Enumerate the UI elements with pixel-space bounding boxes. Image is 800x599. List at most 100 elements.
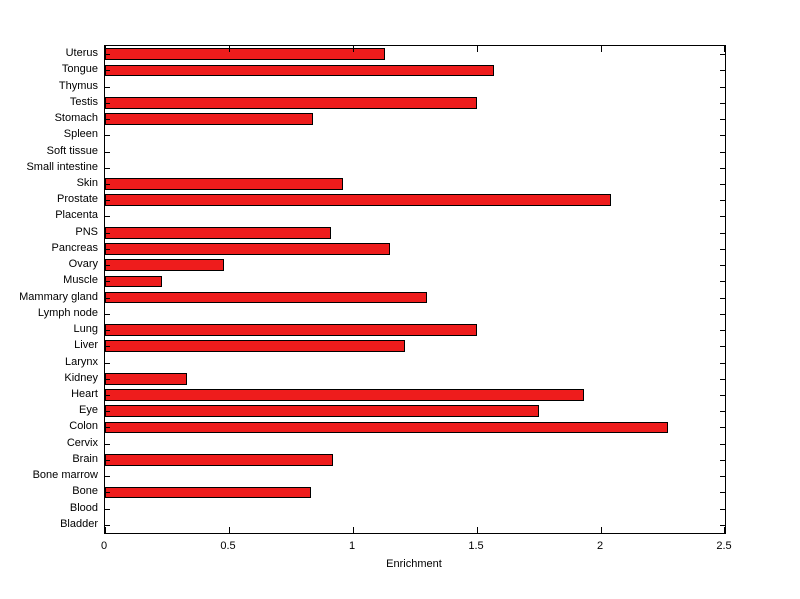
y-axis-labels: Uterus Tongue Thymus Testis Stomach Spleen Sof… — [0, 0, 98, 599]
y-axis-tick — [105, 411, 110, 412]
bar-tongue — [105, 64, 495, 77]
y-tick-label-eye: Eye — [79, 404, 98, 417]
y-tick-label-ovary: Ovary — [68, 258, 98, 271]
x-axis-tick — [477, 46, 478, 52]
y-axis-tick — [720, 476, 725, 477]
y-tick-label-mammary-gland: Mammary gland — [19, 290, 98, 303]
y-axis-tick — [105, 281, 110, 282]
y-axis-tick — [105, 152, 110, 153]
y-tick-label-heart: Heart — [71, 388, 98, 401]
y-axis-tick — [720, 379, 725, 380]
y-axis-tick — [105, 363, 110, 364]
y-axis-tick — [105, 233, 110, 234]
y-tick-label-blood: Blood — [69, 501, 98, 514]
y-axis-tick — [720, 427, 725, 428]
y-axis-tick — [105, 509, 110, 510]
y-axis-tick — [720, 103, 725, 104]
x-tick-label-0: 0 — [100, 540, 108, 552]
x-axis-tick — [105, 46, 106, 52]
y-tick-label-spleen: Spleen — [63, 128, 98, 141]
y-axis-tick — [105, 314, 110, 315]
y-axis-tick — [720, 460, 725, 461]
y-tick-label-skin: Skin — [76, 176, 98, 189]
y-tick-label-lymph-node: Lymph node — [37, 306, 98, 319]
x-tick-label-2.5: 2.5 — [716, 540, 732, 552]
y-axis-tick — [720, 70, 725, 71]
y-axis-tick — [720, 249, 725, 250]
y-axis-tick — [105, 103, 110, 104]
y-axis-tick — [720, 492, 725, 493]
y-axis-tick — [105, 70, 110, 71]
y-axis-tick — [105, 444, 110, 445]
y-tick-label-muscle: Muscle — [63, 274, 98, 287]
y-axis-tick — [105, 525, 110, 526]
bar-prostate — [105, 194, 611, 207]
x-tick-label-2: 2 — [596, 540, 604, 552]
plot-area — [104, 45, 726, 534]
x-tick-label-1.5: 1.5 — [468, 540, 484, 552]
bar-stomach — [105, 113, 314, 125]
y-axis-tick — [105, 216, 110, 217]
y-axis-tick — [720, 216, 725, 217]
bar-muscle — [105, 275, 163, 288]
x-axis-tick-labels: 0 0.5 1 1.5 2 2.5 — [0, 540, 800, 556]
x-axis-tick — [601, 527, 602, 533]
y-axis-tick — [105, 184, 110, 185]
bar-mammary-gland — [105, 291, 428, 304]
x-axis-tick — [477, 527, 478, 533]
y-axis-tick — [105, 87, 110, 88]
x-axis-tick — [353, 527, 354, 533]
y-tick-label-testis: Testis — [69, 95, 98, 108]
y-axis-tick — [720, 200, 725, 201]
y-axis-tick — [720, 298, 725, 299]
y-tick-label-prostate: Prostate — [57, 193, 98, 206]
bar-brain — [105, 454, 334, 466]
y-axis-tick — [720, 314, 725, 315]
y-axis-tick — [105, 330, 110, 331]
y-tick-label-pancreas: Pancreas — [51, 241, 98, 254]
y-axis-tick — [720, 281, 725, 282]
x-axis-title: Enrichment — [386, 558, 442, 570]
y-tick-label-bone: Bone — [72, 485, 98, 498]
bar-testis — [105, 96, 477, 109]
y-axis-tick — [720, 363, 725, 364]
bar-ovary — [105, 259, 225, 271]
y-axis-tick — [720, 509, 725, 510]
y-tick-label-lung: Lung — [73, 323, 98, 336]
y-tick-label-pns: PNS — [75, 225, 98, 238]
x-axis-tick — [229, 527, 230, 533]
bar-lung — [105, 324, 477, 336]
y-axis-tick — [720, 395, 725, 396]
y-axis-tick — [720, 168, 725, 169]
y-axis-tick — [720, 54, 725, 55]
y-axis-tick — [720, 525, 725, 526]
bar-pancreas — [105, 243, 391, 255]
y-tick-label-soft-tissue: Soft tissue — [46, 144, 98, 157]
x-tick-label-0.5: 0.5 — [220, 540, 236, 552]
y-axis-tick — [105, 168, 110, 169]
y-axis-tick — [720, 411, 725, 412]
bar-kidney — [105, 372, 187, 385]
x-axis-tick — [353, 46, 354, 52]
y-tick-label-small-intestine: Small intestine — [26, 160, 98, 173]
bar-bone — [105, 486, 311, 499]
y-axis-tick — [105, 119, 110, 120]
y-axis-tick — [720, 233, 725, 234]
y-axis-tick — [105, 427, 110, 428]
x-axis-tick — [105, 527, 106, 533]
bar-heart — [105, 389, 584, 401]
y-axis-tick — [105, 346, 110, 347]
y-tick-label-larynx: Larynx — [64, 355, 98, 368]
x-axis-tick — [229, 46, 230, 52]
bar-pns — [105, 226, 331, 239]
y-tick-label-tongue: Tongue — [61, 63, 98, 76]
y-tick-label-colon: Colon — [69, 420, 98, 433]
bar-liver — [105, 340, 406, 353]
y-tick-label-bladder: Bladder — [60, 517, 98, 530]
bar-colon — [105, 421, 668, 434]
y-tick-label-uterus: Uterus — [65, 47, 98, 60]
y-axis-tick — [105, 395, 110, 396]
y-tick-label-cervix: Cervix — [66, 436, 98, 449]
y-tick-label-stomach: Stomach — [54, 112, 98, 125]
